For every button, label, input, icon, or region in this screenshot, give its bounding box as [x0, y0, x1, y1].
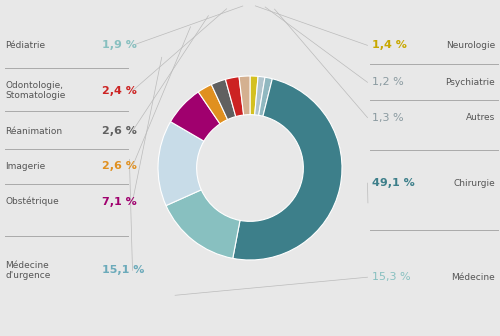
- Wedge shape: [233, 79, 342, 260]
- Text: 1,9 %: 1,9 %: [102, 40, 138, 50]
- Wedge shape: [250, 76, 258, 115]
- Wedge shape: [212, 79, 236, 120]
- Text: Neurologie: Neurologie: [446, 41, 495, 50]
- Text: Médecine
d'urgence: Médecine d'urgence: [5, 261, 51, 280]
- Text: 1,2 %: 1,2 %: [372, 77, 404, 87]
- Wedge shape: [239, 76, 250, 115]
- Text: 2,4 %: 2,4 %: [102, 86, 138, 96]
- Text: 15,3 %: 15,3 %: [372, 272, 411, 282]
- Wedge shape: [166, 190, 240, 258]
- Wedge shape: [258, 77, 272, 116]
- Text: 1,3 %: 1,3 %: [372, 113, 404, 123]
- Wedge shape: [158, 122, 204, 206]
- Text: Autres: Autres: [466, 113, 495, 122]
- Wedge shape: [198, 85, 228, 124]
- Text: Pédiatrie: Pédiatrie: [5, 41, 45, 50]
- Wedge shape: [170, 92, 220, 141]
- Text: 1,4 %: 1,4 %: [372, 40, 408, 50]
- Text: Odontologie,
Stomatologie: Odontologie, Stomatologie: [5, 81, 66, 100]
- Text: Psychiatrie: Psychiatrie: [446, 78, 495, 87]
- Text: Médecine: Médecine: [451, 273, 495, 282]
- Text: Réanimation: Réanimation: [5, 127, 62, 135]
- Wedge shape: [226, 77, 244, 117]
- Text: 2,6 %: 2,6 %: [102, 126, 138, 136]
- Wedge shape: [254, 76, 265, 115]
- Text: Obstétrique: Obstétrique: [5, 197, 59, 206]
- Text: 2,6 %: 2,6 %: [102, 161, 138, 171]
- Text: 7,1 %: 7,1 %: [102, 197, 137, 207]
- Text: 15,1 %: 15,1 %: [102, 265, 145, 276]
- Text: 49,1 %: 49,1 %: [372, 178, 415, 188]
- Text: Chirurgie: Chirurgie: [453, 179, 495, 187]
- Text: Imagerie: Imagerie: [5, 162, 45, 171]
